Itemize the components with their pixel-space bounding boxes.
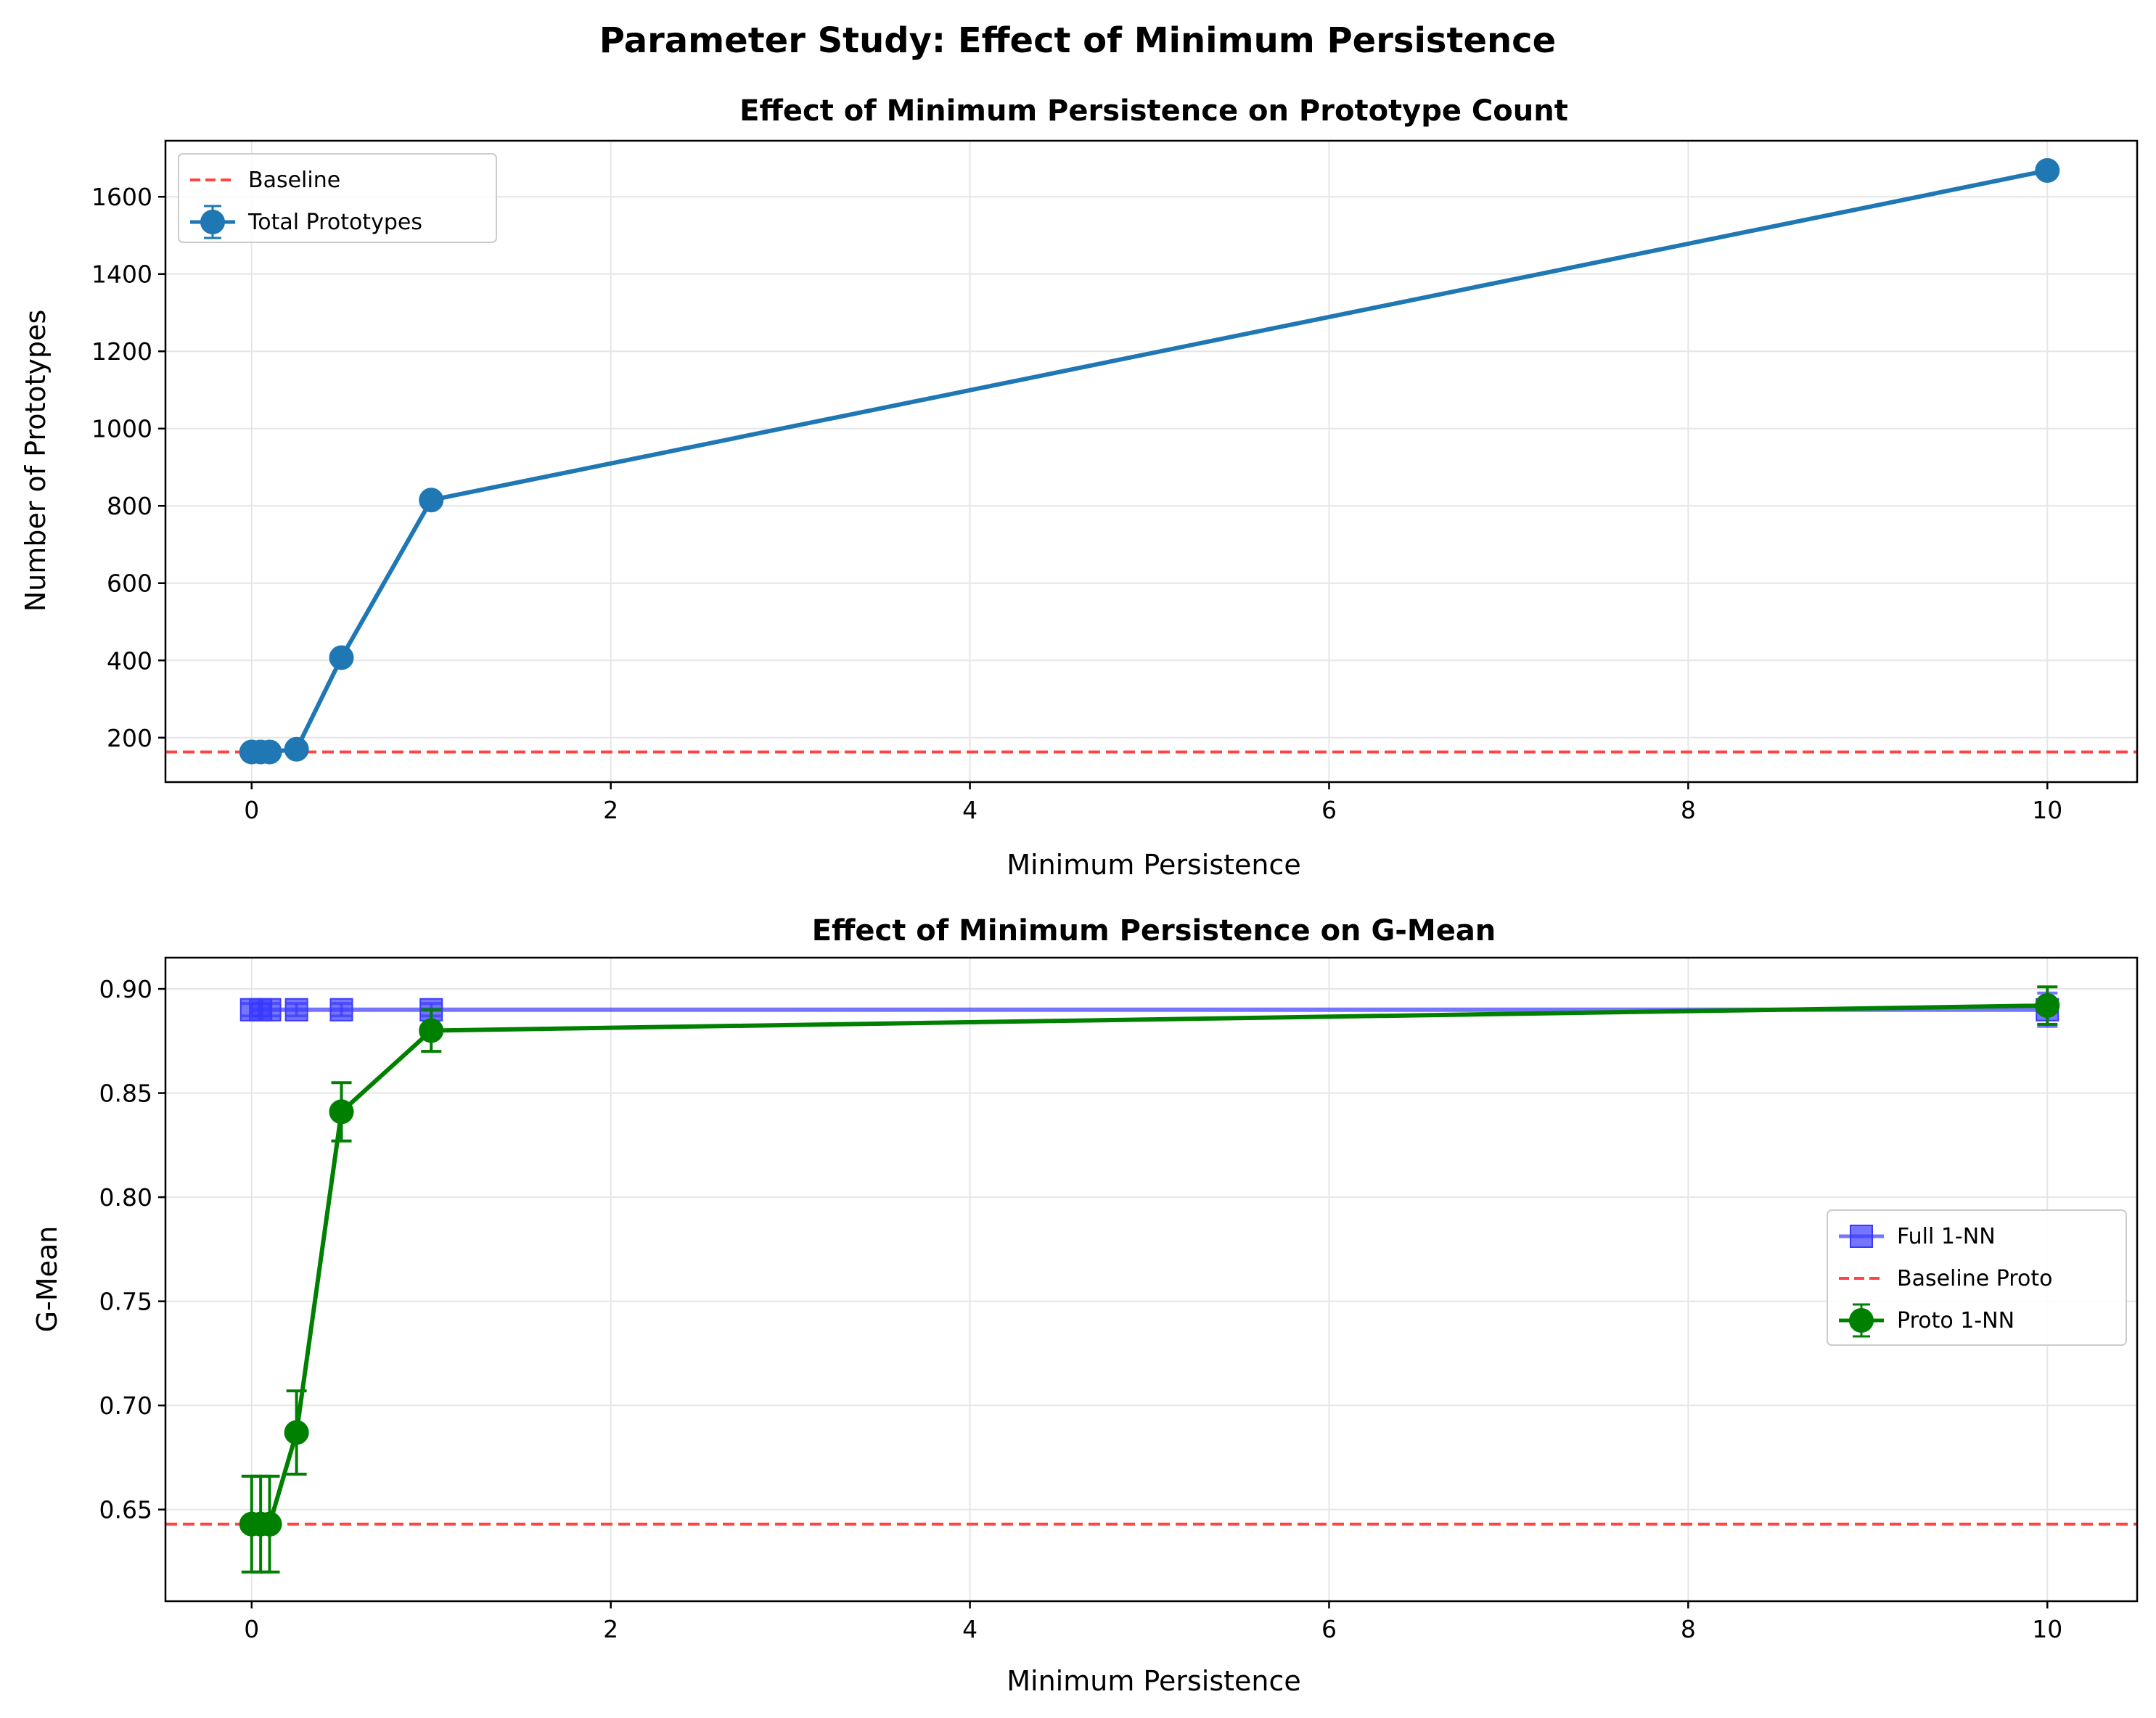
prototype-count-y-tick-label: 1200: [91, 337, 152, 366]
g-mean-panel: Effect of Minimum Persistence on G-Mean …: [31, 914, 2139, 1697]
proto-1nn-data-point: [257, 1511, 282, 1537]
g-mean-axes-frame: [164, 956, 2139, 1603]
g-mean-legend-box: [1827, 1209, 2127, 1346]
g-mean-y-tick-label: 0.65: [99, 1496, 152, 1524]
g-mean-y-tick-label: 0.85: [99, 1080, 152, 1108]
total-prototypes-data-point: [419, 488, 444, 513]
g-mean-x-tick-label: 2: [603, 1615, 618, 1643]
proto-1nn-data-point: [284, 1420, 309, 1445]
prototype-count-x-tick-label: 4: [962, 796, 977, 824]
g-mean-x-tick-label: 8: [1681, 1615, 1696, 1643]
full-1nn-data-point: [329, 998, 353, 1022]
g-mean-legend: Full 1-NN Baseline Proto Proto 1-NN: [1827, 1209, 2127, 1346]
prototype-count-panel: Effect of Minimum Persistence on Prototy…: [20, 94, 2139, 881]
prototype-count-legend: Baseline Total Prototypes: [178, 153, 497, 243]
proto-1nn-data-point: [419, 1018, 444, 1043]
total-prototypes-data-point: [2035, 158, 2060, 184]
prototype-count-x-tick-label: 0: [244, 796, 259, 824]
g-mean-title: Effect of Minimum Persistence on G-Mean: [812, 914, 1496, 948]
full-1nn-data-point: [284, 998, 308, 1022]
full-1nn-data-point: [258, 998, 282, 1022]
prototype-count-y-tick-label: 1000: [91, 415, 152, 443]
prototype-count-x-tick-label: 10: [2032, 796, 2062, 824]
g-mean-y-tick-label: 0.70: [99, 1392, 152, 1420]
prototype-count-y-tick-label: 1600: [91, 183, 152, 211]
prototype-count-y-axis-label: Number of Prototypes: [20, 310, 52, 612]
prototype-count-title: Effect of Minimum Persistence on Prototy…: [739, 94, 1568, 128]
g-mean-x-tick-label: 0: [244, 1615, 259, 1643]
figure-suptitle: Parameter Study: Effect of Minimum Persi…: [599, 20, 1556, 61]
prototype-count-x-tick-label: 8: [1681, 796, 1696, 824]
legend-baseline-label: Baseline: [248, 168, 340, 193]
proto-1nn-data-point: [329, 1099, 354, 1125]
prototype-count-y-tick-label: 800: [107, 492, 152, 520]
total-prototypes-data-point: [284, 736, 309, 762]
g-mean-y-tick-label: 0.75: [99, 1288, 152, 1316]
g-mean-x-tick-label: 10: [2032, 1615, 2062, 1643]
legend-baseline-label: Baseline Proto: [1897, 1266, 2052, 1291]
legend-series-label: Total Prototypes: [247, 210, 422, 235]
g-mean-x-tick-label: 4: [962, 1615, 977, 1643]
prototype-count-y-tick-label: 600: [107, 570, 152, 598]
prototype-count-x-tick-label: 6: [1321, 796, 1337, 824]
total-prototypes-data-point: [257, 739, 282, 765]
g-mean-x-axis-label: Minimum Persistence: [1007, 1665, 1301, 1697]
prototype-count-axes-frame: [164, 139, 2139, 784]
legend-marker-swatch: [200, 210, 225, 234]
legend-marker-swatch: [1850, 1225, 1873, 1248]
legend-marker-swatch: [1849, 1308, 1874, 1333]
g-mean-y-tick-label: 0.90: [99, 975, 152, 1003]
legend-series-label: Full 1-NN: [1897, 1224, 1996, 1249]
prototype-count-x-tick-label: 2: [603, 796, 618, 824]
g-mean-y-tick-label: 0.80: [99, 1183, 152, 1212]
g-mean-x-tick-label: 6: [1321, 1615, 1337, 1643]
prototype-count-x-axis-label: Minimum Persistence: [1007, 849, 1301, 881]
legend-series-label: Proto 1-NN: [1897, 1308, 2014, 1333]
proto-1nn-data-point: [2035, 993, 2060, 1019]
prototype-count-y-tick-label: 1400: [91, 260, 152, 289]
prototype-count-legend-box: [178, 153, 497, 243]
prototype-count-y-tick-label: 400: [107, 646, 152, 675]
g-mean-y-axis-label: G-Mean: [31, 1226, 63, 1333]
prototype-count-y-tick-label: 200: [107, 724, 152, 752]
total-prototypes-data-point: [329, 645, 354, 670]
